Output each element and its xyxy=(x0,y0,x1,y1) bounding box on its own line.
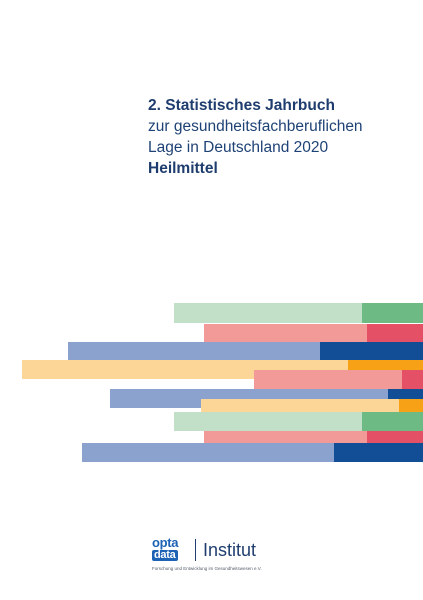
logo-name: Institut xyxy=(203,540,257,560)
stripe-5-light xyxy=(254,370,402,389)
stripe-7-dark xyxy=(399,399,423,412)
opta-data-logo-mark: opta data xyxy=(152,535,179,561)
logo-mark-top: opta xyxy=(152,535,179,550)
stripe-10 xyxy=(82,443,423,462)
stripe-5 xyxy=(254,370,423,389)
logo-mark-bottom: data xyxy=(152,550,179,561)
stripe-2 xyxy=(204,324,423,343)
title-topic: Heilmittel xyxy=(148,160,218,177)
stripe-10-light xyxy=(82,443,334,462)
stripe-9-light xyxy=(204,431,367,443)
stripe-10-dark xyxy=(334,443,423,462)
stripe-7-light xyxy=(201,399,399,412)
stripe-3-light xyxy=(68,342,320,360)
logo-divider xyxy=(195,539,196,561)
stripe-1-light xyxy=(174,303,362,323)
stripe-9-dark xyxy=(367,431,423,443)
title-block: 2. Statistisches Jahrbuch zur gesundheit… xyxy=(148,95,418,179)
stripe-3 xyxy=(68,342,423,360)
stripe-2-dark xyxy=(367,324,423,343)
stripe-3-dark xyxy=(320,342,423,360)
title-heading: 2. Statistisches Jahrbuch xyxy=(148,97,335,114)
stripe-7 xyxy=(201,399,423,412)
logo-subtitle: Forschung und Entwicklung im Gesundheits… xyxy=(152,566,262,571)
stripe-8 xyxy=(174,412,423,431)
stripe-5-dark xyxy=(402,370,423,389)
stripe-1 xyxy=(174,303,423,323)
stripe-8-dark xyxy=(362,412,423,431)
stripe-1-dark xyxy=(362,303,423,323)
stripe-8-light xyxy=(174,412,362,431)
title-subline-2: Lage in Deutschland 2020 xyxy=(148,139,329,156)
title-subline-1: zur gesundheitsfachberuflichen xyxy=(148,118,363,135)
stripe-9 xyxy=(204,431,423,443)
institute-logo: opta data Institut Forschung und Entwick… xyxy=(152,535,312,577)
stripe-2-light xyxy=(204,324,367,343)
